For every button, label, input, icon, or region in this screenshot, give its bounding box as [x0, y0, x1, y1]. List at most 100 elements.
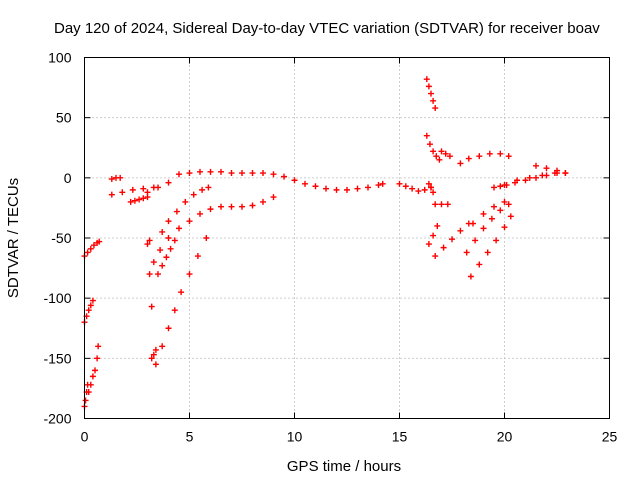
- series-arc-16: [423, 76, 439, 112]
- data-point: [493, 237, 500, 244]
- y-tick-label: 50: [56, 110, 72, 126]
- series-arc-20: [432, 220, 472, 260]
- data-point: [486, 150, 493, 157]
- series-arc-17: [423, 132, 443, 163]
- data-point: [173, 208, 180, 215]
- data-point: [433, 153, 440, 160]
- data-point: [127, 198, 134, 205]
- series-arc-12: [155, 237, 178, 278]
- data-point: [501, 198, 508, 205]
- data-point: [131, 197, 138, 204]
- data-point: [228, 170, 235, 177]
- data-point: [140, 185, 147, 192]
- data-point: [108, 176, 115, 183]
- data-point: [497, 183, 504, 190]
- data-point: [176, 171, 182, 178]
- series-arc-04: [85, 343, 102, 396]
- data-point: [505, 153, 512, 160]
- data-point: [457, 160, 464, 167]
- data-point: [85, 389, 92, 396]
- data-point: [87, 245, 94, 252]
- data-point: [430, 232, 437, 239]
- data-point: [543, 165, 550, 172]
- data-point: [507, 213, 514, 220]
- data-point: [199, 186, 206, 193]
- series-arc-14: [144, 237, 155, 310]
- y-tick-label: -100: [43, 290, 71, 306]
- data-point: [190, 191, 197, 198]
- y-tick-label: -50: [51, 230, 71, 246]
- data-point: [333, 186, 340, 193]
- data-point: [92, 367, 98, 374]
- x-tick-label: 10: [287, 429, 303, 445]
- series-arc-02: [81, 297, 96, 326]
- data-point: [95, 343, 102, 350]
- data-point: [497, 150, 504, 157]
- data-point: [249, 202, 256, 209]
- data-point: [82, 397, 89, 404]
- data-point: [94, 355, 101, 362]
- series-arc-21: [432, 201, 451, 208]
- data-point: [205, 184, 212, 191]
- data-point: [150, 351, 157, 358]
- data-point: [526, 174, 533, 181]
- data-point: [425, 180, 432, 187]
- data-point: [365, 184, 371, 191]
- series-arc-05: [108, 174, 124, 183]
- data-point: [207, 206, 214, 213]
- data-point: [396, 180, 403, 187]
- data-point: [423, 132, 430, 139]
- data-point: [312, 183, 319, 190]
- data-point: [440, 244, 447, 251]
- data-point: [476, 261, 483, 268]
- data-point: [159, 343, 166, 350]
- series-arc-24: [463, 201, 512, 256]
- data-point: [146, 271, 153, 278]
- data-point: [533, 174, 539, 181]
- data-point: [144, 241, 151, 248]
- data-point: [281, 173, 287, 180]
- data-point: [444, 201, 451, 208]
- series-arc-06: [108, 184, 157, 198]
- data-point: [323, 185, 329, 192]
- data-point: [150, 259, 157, 266]
- series-arc-11: [159, 184, 212, 235]
- data-point: [186, 218, 193, 225]
- data-point: [446, 153, 453, 160]
- y-tick-label: -150: [43, 350, 71, 366]
- data-point: [117, 174, 124, 181]
- x-tick-label: 25: [602, 429, 618, 445]
- data-point: [108, 191, 115, 198]
- y-tick-label: 0: [64, 170, 72, 186]
- data-point: [543, 172, 550, 179]
- data-point: [159, 262, 166, 269]
- data-point: [430, 148, 437, 155]
- data-point: [457, 227, 464, 234]
- data-point: [96, 238, 103, 245]
- data-point: [178, 289, 185, 296]
- data-point: [354, 185, 361, 192]
- series-arc-25: [467, 213, 514, 280]
- data-point: [470, 220, 476, 227]
- data-point: [197, 210, 203, 217]
- data-point: [432, 201, 439, 208]
- data-point: [165, 218, 172, 225]
- series-arc-13: [148, 346, 159, 362]
- data-point: [165, 179, 172, 186]
- data-point: [270, 194, 277, 201]
- series-arc-07: [127, 194, 151, 205]
- data-point: [167, 245, 174, 252]
- x-tick-label: 5: [186, 429, 194, 445]
- data-point: [436, 156, 443, 163]
- data-point: [89, 373, 96, 380]
- data-point: [434, 222, 441, 229]
- data-point: [270, 171, 277, 178]
- plot-frame: [84, 57, 610, 419]
- data-point: [501, 182, 508, 189]
- chart-title: Day 120 of 2024, Sidereal Day-to-day VTE…: [54, 20, 600, 37]
- series-arc-09: [146, 194, 277, 278]
- data-point: [428, 90, 434, 97]
- x-axis-label: GPS time / hours: [287, 458, 401, 475]
- data-point: [171, 237, 178, 244]
- data-point: [159, 228, 166, 235]
